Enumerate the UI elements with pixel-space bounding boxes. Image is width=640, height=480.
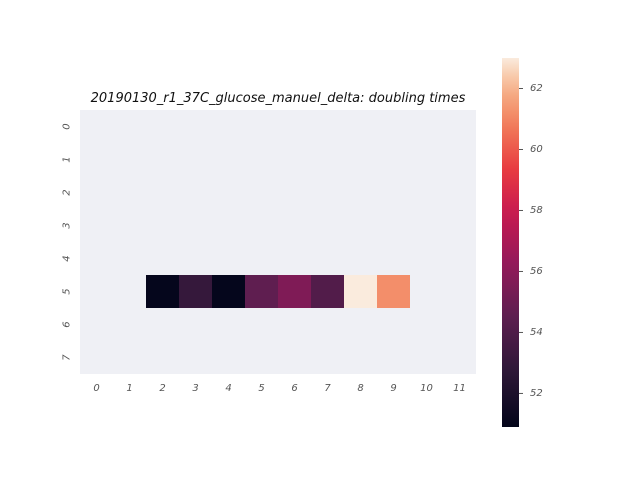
heatmap-cell-r5-c9 xyxy=(377,275,410,308)
heatmap-cell-r5-c8 xyxy=(344,275,377,308)
x-tick-label: 10 xyxy=(420,383,433,394)
x-tick-label: 3 xyxy=(192,383,198,394)
colorbar-tick-label: 58 xyxy=(530,205,543,216)
x-axis-ticks: 0 1 2 3 4 5 6 7 8 9 10 11 xyxy=(93,383,466,394)
y-tick-label: 2 xyxy=(62,189,73,195)
x-tick-label: 1 xyxy=(126,383,132,394)
x-tick-label: 8 xyxy=(357,383,363,394)
y-tick-label: 4 xyxy=(62,255,73,261)
y-tick-label: 6 xyxy=(62,321,73,327)
colorbar: 52 54 56 58 60 62 xyxy=(502,58,543,427)
colorbar-tick-label: 56 xyxy=(530,266,543,277)
heatmap-cell-r5-c4 xyxy=(212,275,245,308)
heatmap-cell-r5-c2 xyxy=(146,275,179,308)
x-tick-label: 7 xyxy=(324,383,331,394)
x-tick-label: 4 xyxy=(225,383,231,394)
y-tick-label: 3 xyxy=(62,222,73,228)
heatmap-cell-r5-c5 xyxy=(245,275,278,308)
x-tick-label: 9 xyxy=(390,383,396,394)
heatmap-cell-r5-c6 xyxy=(278,275,311,308)
y-tick-label: 5 xyxy=(62,288,73,294)
colorbar-tick-label: 62 xyxy=(530,83,543,94)
x-tick-label: 5 xyxy=(258,383,264,394)
colorbar-gradient xyxy=(502,58,519,427)
chart-title: 20190130_r1_37C_glucose_manuel_delta: do… xyxy=(91,91,466,106)
x-tick-label: 0 xyxy=(93,383,99,394)
heatmap-cell-r5-c7 xyxy=(311,275,344,308)
y-tick-label: 1 xyxy=(62,156,73,162)
colorbar-tick-label: 60 xyxy=(530,144,543,155)
colorbar-tick-label: 54 xyxy=(530,327,543,338)
y-tick-label: 7 xyxy=(62,354,73,361)
x-tick-label: 2 xyxy=(159,383,165,394)
x-tick-label: 6 xyxy=(291,383,297,394)
y-axis-ticks: 0 1 2 3 4 5 6 7 xyxy=(62,123,73,360)
y-tick-label: 0 xyxy=(62,123,73,129)
plot-background xyxy=(80,110,476,374)
heatmap-cell-r5-c3 xyxy=(179,275,212,308)
colorbar-tick-label: 52 xyxy=(530,388,543,399)
heatmap-cells xyxy=(146,275,410,308)
x-tick-label: 11 xyxy=(453,383,466,394)
